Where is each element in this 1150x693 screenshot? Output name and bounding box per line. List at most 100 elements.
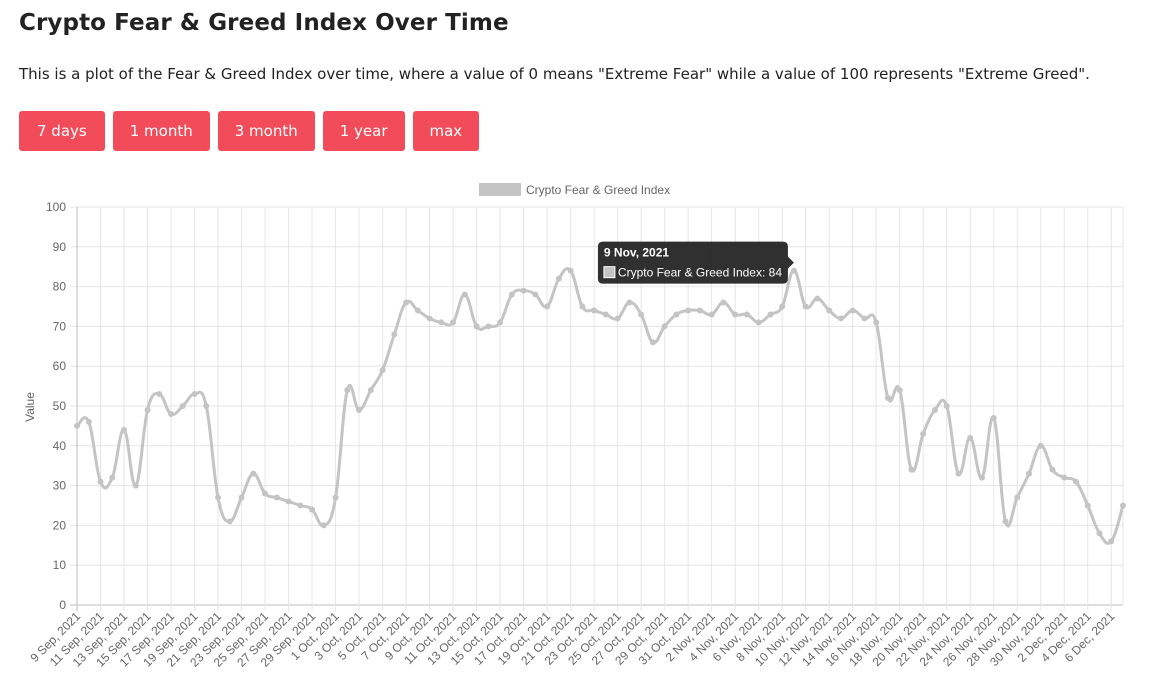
fear-greed-line-chart[interactable]: Crypto Fear & Greed Index 0 10 20 30 40 50 60 7… xyxy=(0,170,1150,693)
data-point xyxy=(696,307,703,314)
data-point xyxy=(685,307,692,314)
data-point xyxy=(814,295,821,302)
legend-label: Crypto Fear & Greed Index xyxy=(526,183,670,197)
data-point xyxy=(297,502,304,509)
data-point xyxy=(1072,478,1079,485)
data-point xyxy=(473,323,480,330)
data-point xyxy=(391,331,398,338)
data-point xyxy=(497,319,504,326)
data-point xyxy=(1084,502,1091,509)
data-point xyxy=(943,403,950,409)
data-point xyxy=(403,299,410,306)
y-tick-label: 50 xyxy=(53,399,67,413)
data-point xyxy=(555,275,562,282)
y-tick-label: 20 xyxy=(53,518,67,532)
data-point xyxy=(356,406,363,413)
y-tick-label: 70 xyxy=(53,319,67,333)
range-button-group: 7 days 1 month 3 month 1 year max xyxy=(19,111,480,151)
data-point xyxy=(1061,474,1068,481)
series-line xyxy=(76,267,1125,545)
data-point xyxy=(309,506,316,513)
data-point xyxy=(109,474,116,481)
data-point xyxy=(532,291,539,298)
data-point xyxy=(896,387,903,394)
range-1-month-button[interactable]: 1 month xyxy=(112,111,210,151)
range-3-month-button[interactable]: 3 month xyxy=(217,111,315,151)
page-title: Crypto Fear & Greed Index Over Time xyxy=(19,10,509,36)
data-point xyxy=(226,518,233,525)
data-point xyxy=(802,303,809,310)
data-point xyxy=(97,478,104,485)
data-point xyxy=(485,323,492,330)
data-point xyxy=(1049,466,1056,473)
data-point xyxy=(884,395,891,402)
data-point xyxy=(1037,442,1044,449)
legend-swatch xyxy=(479,183,521,196)
range-1-year-button[interactable]: 1 year xyxy=(322,111,405,151)
data-point xyxy=(826,307,833,314)
range-max-button[interactable]: max xyxy=(412,111,480,151)
data-point xyxy=(767,311,774,318)
data-point xyxy=(732,311,739,318)
y-tick-label: 80 xyxy=(53,280,67,294)
data-point xyxy=(1014,494,1021,501)
data-point xyxy=(743,311,750,318)
data-point xyxy=(955,470,962,477)
data-point xyxy=(720,299,727,306)
data-point xyxy=(438,319,445,326)
data-point xyxy=(168,410,175,417)
range-7-days-button[interactable]: 7 days xyxy=(19,111,105,151)
data-point xyxy=(367,387,374,394)
data-point xyxy=(414,307,421,314)
y-tick-label: 30 xyxy=(53,479,67,493)
data-point xyxy=(567,267,574,274)
data-point xyxy=(132,482,139,489)
data-point xyxy=(1025,470,1032,477)
data-point xyxy=(179,403,186,409)
y-tick-label: 0 xyxy=(59,598,66,612)
data-point xyxy=(708,311,715,318)
data-point xyxy=(908,466,915,473)
data-point xyxy=(849,307,856,314)
data-point xyxy=(544,303,551,310)
data-point xyxy=(461,291,468,298)
data-point xyxy=(873,319,880,326)
data-point xyxy=(508,291,515,298)
data-point xyxy=(779,303,786,310)
y-tick-label: 60 xyxy=(53,359,67,373)
data-point xyxy=(520,287,527,294)
tooltip-title: 9 Nov, 2021 xyxy=(604,246,669,260)
data-point xyxy=(614,315,621,322)
data-point xyxy=(144,406,151,413)
data-point xyxy=(1108,538,1115,545)
data-point xyxy=(121,426,128,433)
data-point xyxy=(967,434,974,441)
data-point xyxy=(661,323,668,330)
data-point xyxy=(320,522,327,529)
data-point xyxy=(426,315,433,322)
chart-legend[interactable]: Crypto Fear & Greed Index xyxy=(479,183,670,197)
data-point xyxy=(673,311,680,318)
data-point xyxy=(344,387,351,394)
y-tick-label: 100 xyxy=(46,200,66,214)
data-point xyxy=(861,315,868,322)
tooltip-background xyxy=(597,241,794,284)
y-tick-label: 10 xyxy=(53,558,67,572)
data-point xyxy=(85,418,92,425)
data-point xyxy=(931,406,938,413)
data-point xyxy=(591,307,598,314)
data-point xyxy=(1002,518,1009,525)
data-point xyxy=(238,494,245,501)
data-point xyxy=(156,391,163,398)
page-description: This is a plot of the Fear & Greed Index… xyxy=(19,65,1090,83)
data-point xyxy=(250,470,257,477)
y-tick-label: 40 xyxy=(53,439,67,453)
data-point xyxy=(450,319,457,326)
data-point xyxy=(626,299,633,306)
data-point xyxy=(990,414,997,421)
data-point xyxy=(649,339,656,346)
data-point xyxy=(638,311,645,318)
data-point xyxy=(262,490,269,497)
data-point xyxy=(1096,530,1103,537)
data-point xyxy=(379,367,386,374)
